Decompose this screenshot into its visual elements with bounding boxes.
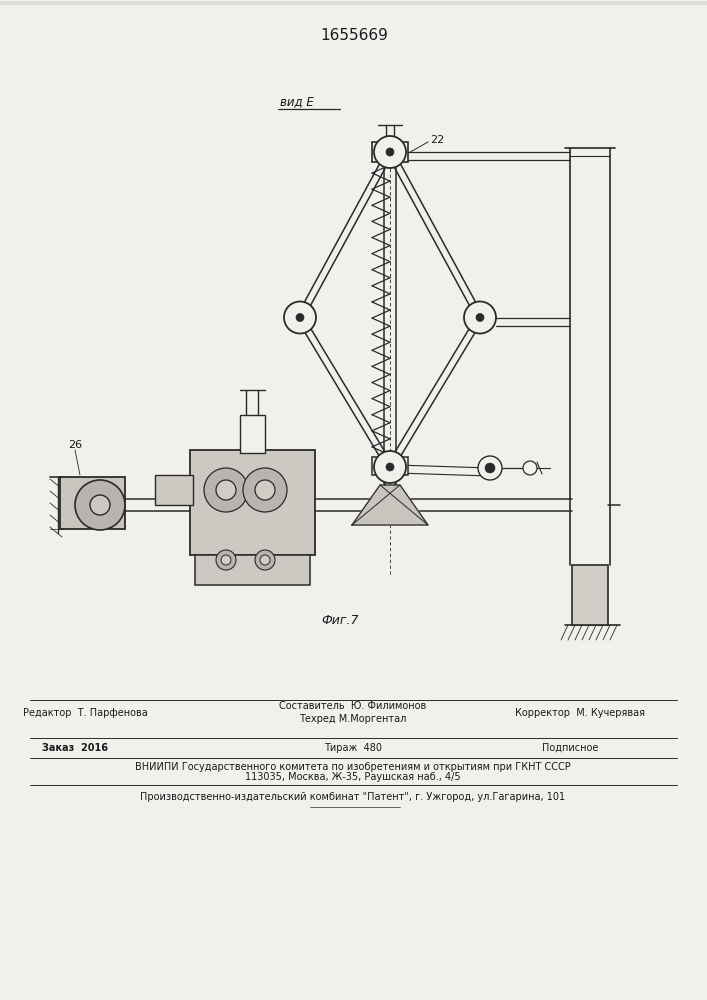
- Text: вид E: вид E: [280, 95, 314, 108]
- Circle shape: [374, 451, 406, 483]
- Circle shape: [386, 148, 394, 156]
- Circle shape: [478, 456, 502, 480]
- Text: 113035, Москва, Ж-35, Раушская наб., 4/5: 113035, Москва, Ж-35, Раушская наб., 4/5: [245, 772, 461, 782]
- Text: 22: 22: [430, 135, 444, 145]
- Circle shape: [204, 468, 248, 512]
- Circle shape: [485, 463, 495, 473]
- Circle shape: [260, 555, 270, 565]
- Text: 1655669: 1655669: [320, 27, 388, 42]
- Circle shape: [476, 314, 484, 322]
- Text: 24: 24: [290, 480, 303, 490]
- Bar: [372, 142, 408, 162]
- Circle shape: [255, 480, 275, 500]
- Circle shape: [523, 461, 537, 475]
- Circle shape: [221, 555, 231, 565]
- Circle shape: [284, 302, 316, 334]
- Circle shape: [379, 141, 401, 163]
- Bar: [190, 450, 315, 555]
- Text: Корректор  М. Кучерявая: Корректор М. Кучерявая: [515, 708, 645, 718]
- Text: ВНИИПИ Государственного комитета по изобретениям и открытиям при ГКНТ СССР: ВНИИПИ Государственного комитета по изоб…: [135, 762, 571, 772]
- Polygon shape: [352, 485, 428, 525]
- Text: Составитель  Ю. Филимонов: Составитель Ю. Филимонов: [279, 701, 426, 711]
- Text: Техред М.Моргентал: Техред М.Моргентал: [299, 714, 407, 724]
- Circle shape: [90, 495, 110, 515]
- Text: 26: 26: [68, 440, 82, 450]
- Bar: [240, 415, 265, 453]
- Circle shape: [216, 480, 236, 500]
- Text: Тираж  480: Тираж 480: [324, 743, 382, 753]
- Bar: [195, 555, 310, 585]
- Bar: [372, 457, 408, 475]
- Circle shape: [75, 480, 125, 530]
- Circle shape: [216, 550, 236, 570]
- Bar: [60, 477, 125, 529]
- Text: Редактор  Т. Парфенова: Редактор Т. Парфенова: [23, 708, 147, 718]
- Text: Заказ  2016: Заказ 2016: [42, 743, 108, 753]
- Text: 23: 23: [302, 457, 315, 467]
- Circle shape: [386, 463, 394, 471]
- Text: 23: 23: [302, 469, 315, 479]
- Bar: [572, 565, 608, 625]
- Text: Подписное: Подписное: [542, 743, 598, 753]
- Circle shape: [464, 302, 496, 334]
- Text: 25: 25: [275, 470, 288, 480]
- Circle shape: [374, 136, 406, 168]
- Bar: [155, 475, 193, 505]
- Circle shape: [243, 468, 287, 512]
- Circle shape: [296, 314, 304, 322]
- Text: Фиг.7: Фиг.7: [321, 613, 358, 626]
- Circle shape: [255, 550, 275, 570]
- Text: Производственно-издательский комбинат "Патент", г. Ужгород, ул.Гагарина, 101: Производственно-издательский комбинат "П…: [141, 792, 566, 802]
